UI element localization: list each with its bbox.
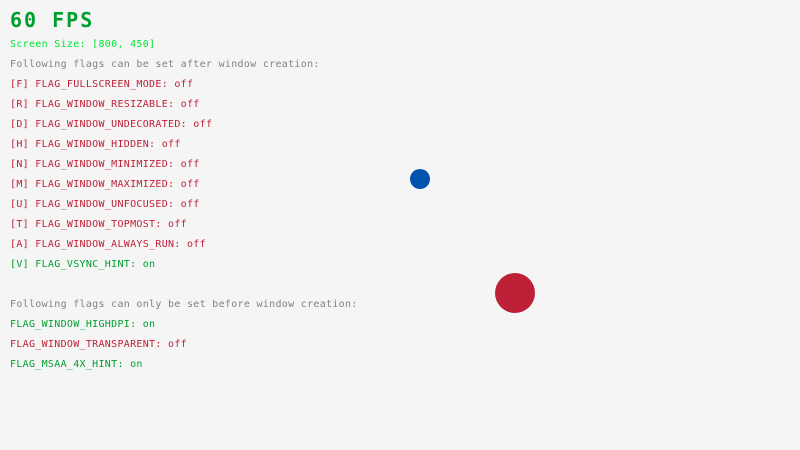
flag-state: on (130, 359, 143, 370)
flag-state: off (168, 339, 187, 350)
flag-state: off (168, 219, 187, 230)
flag-state: off (174, 79, 194, 90)
flag-row: [R] FLAG_WINDOW_RESIZABLE: off (10, 99, 200, 111)
flag-label: [V] FLAG_VSYNC_HINT: (10, 259, 143, 270)
flag-label: [R] FLAG_WINDOW_RESIZABLE: (10, 99, 181, 110)
flag-label: FLAG_WINDOW_HIGHDPI: (10, 319, 143, 330)
flag-row: [F] FLAG_FULLSCREEN_MODE: off (10, 79, 193, 91)
flag-label: [T] FLAG_WINDOW_TOPMOST: (10, 219, 169, 230)
flag-state: off (193, 119, 213, 130)
bouncing-ball-small (410, 169, 430, 189)
flag-label: FLAG_MSAA_4X_HINT: (10, 359, 131, 370)
flag-state: off (180, 159, 200, 170)
bouncing-ball-large (495, 273, 535, 313)
flag-state: on (142, 259, 156, 270)
flag-label: [A] FLAG_WINDOW_ALWAYS_RUN: (10, 239, 187, 250)
flag-row: [A] FLAG_WINDOW_ALWAYS_RUN: off (10, 239, 206, 251)
flag-label: [F] FLAG_FULLSCREEN_MODE: (10, 79, 175, 90)
flag-row: FLAG_WINDOW_HIGHDPI: on (10, 319, 155, 331)
flag-state: off (180, 179, 200, 190)
flag-row: [D] FLAG_WINDOW_UNDECORATED: off (10, 119, 212, 131)
runtime-flags-heading: Following flags can be set after window … (10, 59, 320, 70)
flag-row: [H] FLAG_WINDOW_HIDDEN: off (10, 139, 181, 151)
flag-row: [T] FLAG_WINDOW_TOPMOST: off (10, 219, 187, 231)
flag-label: [M] FLAG_WINDOW_MAXIMIZED: (10, 179, 181, 190)
flag-label: [U] FLAG_WINDOW_UNFOCUSED: (10, 199, 181, 210)
flag-row: [V] FLAG_VSYNC_HINT: on (10, 259, 155, 271)
fps-counter: 60 FPS (10, 8, 95, 32)
flag-label: [N] FLAG_WINDOW_MINIMIZED: (10, 159, 181, 170)
flag-row: [U] FLAG_WINDOW_UNFOCUSED: off (10, 199, 200, 211)
flag-state: off (161, 139, 181, 150)
flag-state: on (142, 319, 156, 330)
flag-label: [D] FLAG_WINDOW_UNDECORATED: (10, 119, 194, 130)
flag-state: off (180, 199, 200, 210)
flag-label: FLAG_WINDOW_TRANSPARENT: (10, 339, 169, 350)
flag-row: FLAG_MSAA_4X_HINT: on (10, 359, 143, 371)
flag-row: [N] FLAG_WINDOW_MINIMIZED: off (10, 159, 200, 171)
flag-label: [H] FLAG_WINDOW_HIDDEN: (10, 139, 162, 150)
flag-row: FLAG_WINDOW_TRANSPARENT: off (10, 339, 187, 351)
flag-state: off (180, 99, 200, 110)
init-flags-heading: Following flags can only be set before w… (10, 299, 358, 310)
flag-state: off (186, 239, 206, 250)
flag-row: [M] FLAG_WINDOW_MAXIMIZED: off (10, 179, 200, 191)
screen-size-label: Screen Size: [800, 450] (10, 39, 156, 50)
